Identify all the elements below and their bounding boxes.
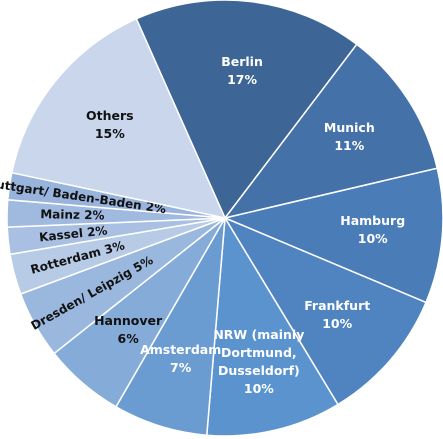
value-label: 7%	[170, 360, 192, 376]
slice-label: Others 15%	[45, 107, 175, 143]
category-label: Hannover	[94, 313, 163, 329]
value-label: 10%	[322, 315, 353, 331]
slice-label: Munich 11%	[284, 119, 414, 155]
category-label: Mainz	[40, 207, 80, 222]
slice-label: Berlin 17%	[177, 53, 307, 89]
slice-label: Kassel 2%	[38, 223, 108, 244]
value-label: 15%	[94, 125, 125, 141]
category-label: Amsterdam	[140, 342, 222, 358]
value-label: 2%	[84, 208, 105, 222]
category-label: Berlin	[221, 53, 263, 69]
value-label: 10%	[357, 231, 388, 247]
value-label: 10%	[243, 381, 274, 397]
category-label: Kassel	[38, 225, 83, 244]
category-label: Frankfurt	[304, 297, 371, 313]
category-label: Others	[85, 107, 134, 123]
slice	[223, 216, 427, 406]
slice-label: Frankfurt 10%	[272, 297, 402, 333]
category-label: Munich	[323, 120, 375, 136]
slice	[135, 0, 358, 220]
category-label: Hamburg	[340, 213, 406, 229]
value-label: 17%	[227, 71, 257, 87]
value-label: 6%	[117, 331, 139, 347]
slice-label: Hamburg 10%	[308, 212, 438, 248]
value-label: 3%	[103, 238, 126, 257]
slice	[10, 17, 227, 220]
slice	[205, 215, 339, 437]
value-label: 11%	[334, 138, 365, 154]
slice-label: NRW (mainly Dortmund, Dusseldorf) 10%	[194, 326, 324, 398]
slice	[222, 167, 443, 304]
value-label: 2%	[86, 223, 108, 239]
slice	[223, 43, 439, 220]
category-label: NRW (mainly Dortmund, Dusseldorf)	[213, 327, 305, 379]
slice-label: Amsterdam 7%	[116, 341, 246, 377]
slice-label: Hannover 6%	[63, 312, 193, 348]
slice-label: Mainz 2%	[40, 207, 105, 222]
